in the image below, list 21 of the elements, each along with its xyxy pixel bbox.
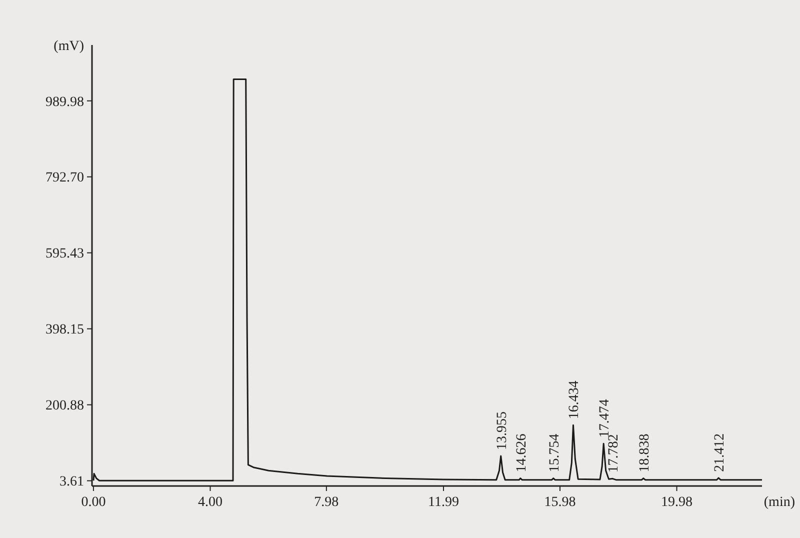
x-tick-label: 19.98 xyxy=(661,495,693,510)
x-axis-title: (min) xyxy=(764,495,796,510)
annotation: 15.754 xyxy=(547,434,562,472)
y-tick-label: 595.43 xyxy=(46,246,84,262)
x-tick-label: 11.99 xyxy=(428,495,459,510)
y-tick-label: 792.70 xyxy=(46,170,84,186)
annotation: 17.782 xyxy=(606,434,622,473)
annotation: 14.626 xyxy=(514,434,530,472)
annotation: 21.412 xyxy=(712,433,728,472)
x-tick-label: 7.98 xyxy=(314,495,339,510)
x-tick-label: 0.00 xyxy=(81,495,106,510)
x-tick-label: 15.98 xyxy=(544,495,576,510)
y-tick-label: 3.61 xyxy=(60,474,84,490)
annotation: 18.838 xyxy=(637,434,652,472)
x-tick-label: 4.00 xyxy=(198,495,222,510)
annotation: 13.955 xyxy=(494,411,510,450)
y-tick-label: 989.98 xyxy=(46,94,84,110)
y-axis-title: (mV) xyxy=(54,39,84,54)
y-tick-label: 398.15 xyxy=(46,322,84,338)
y-tick-label: 200.88 xyxy=(46,398,84,414)
annotation: 16.434 xyxy=(567,380,582,420)
